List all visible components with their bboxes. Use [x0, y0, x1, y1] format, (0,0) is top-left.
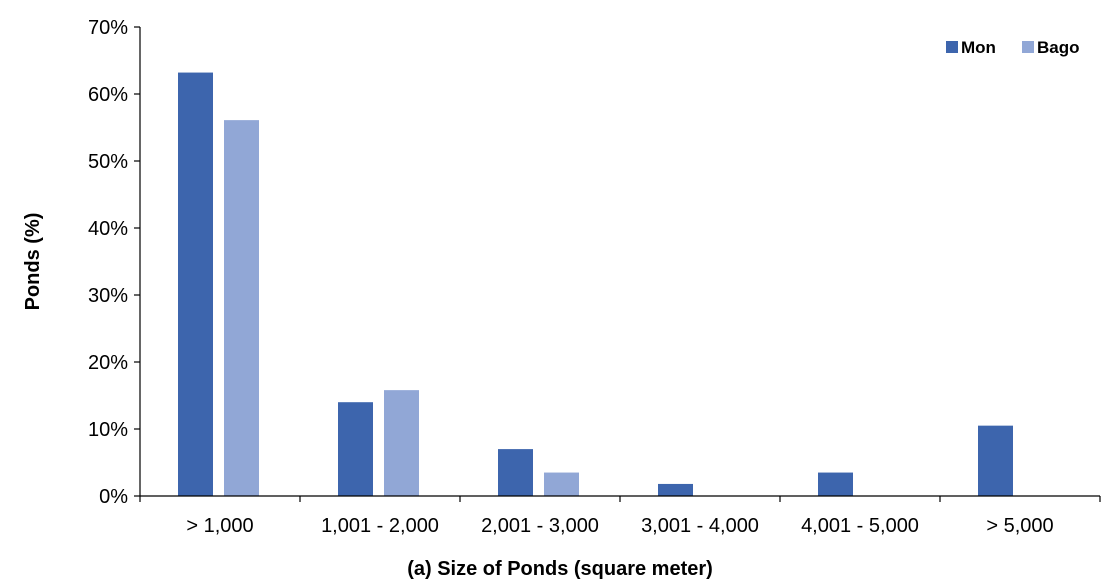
- y-tick-label: 20%: [88, 352, 128, 374]
- bar-mon-2: [498, 449, 533, 496]
- bar-bago-0: [224, 120, 259, 496]
- bar-mon-0: [178, 72, 213, 496]
- y-ticks-group: 0% 10% 20% 30% 40% 50% 60% 70%: [88, 17, 140, 508]
- y-tick-label: 30%: [88, 285, 128, 307]
- y-tick-label: 10%: [88, 419, 128, 441]
- legend-label-bago: Bago: [1037, 38, 1080, 57]
- legend-swatch-bago: [1022, 41, 1034, 53]
- bar-mon-5: [978, 425, 1013, 496]
- bar-bago-1: [384, 390, 419, 496]
- bar-bago-2: [544, 472, 579, 496]
- x-tick-label: > 1,000: [186, 515, 253, 537]
- legend-label-mon: Mon: [961, 38, 996, 57]
- x-tick-label: 4,001 - 5,000: [801, 515, 919, 537]
- bars-group: [178, 72, 1013, 496]
- legend: Mon Bago: [946, 38, 1080, 57]
- y-tick-label: 60%: [88, 84, 128, 106]
- y-tick-label: 0%: [99, 486, 128, 508]
- x-axis-title: (a) Size of Ponds (square meter): [407, 558, 713, 580]
- y-tick-label: 40%: [88, 218, 128, 240]
- x-tick-label: > 5,000: [986, 515, 1053, 537]
- x-ticks-group: > 1,000 1,001 - 2,000 2,001 - 3,000 3,001 -…: [139, 496, 1101, 537]
- axes-group: [139, 27, 1100, 497]
- x-tick-label: 3,001 - 4,000: [641, 515, 759, 537]
- y-tick-label: 50%: [88, 151, 128, 173]
- y-axis-title: Ponds (%): [22, 213, 44, 311]
- y-tick-label: 70%: [88, 17, 128, 39]
- bar-mon-4: [818, 472, 853, 496]
- legend-swatch-mon: [946, 41, 958, 53]
- x-tick-label: 2,001 - 3,000: [481, 515, 599, 537]
- x-tick-label: 1,001 - 2,000: [321, 515, 439, 537]
- bar-mon-3: [658, 483, 693, 496]
- bar-mon-1: [338, 402, 373, 496]
